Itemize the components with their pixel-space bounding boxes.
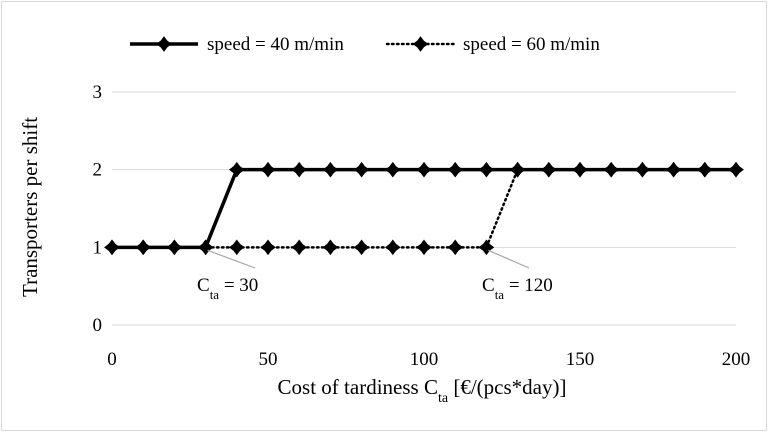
series-1-point-150-core: [575, 165, 585, 175]
series-2-point-70-core: [325, 242, 335, 252]
series-2-point-100-core: [419, 242, 429, 252]
series-1-point-40-core: [232, 165, 242, 175]
series-1-point-70-core: [325, 165, 335, 175]
annotation-label-1: Cta = 30: [197, 275, 258, 302]
series-2-point-120-core: [481, 242, 491, 252]
series-1: [104, 161, 744, 256]
legend-label-2: speed = 60 m/min: [463, 34, 600, 55]
annotations: Cta = 30 Cta = 120: [197, 249, 553, 302]
x-tick-label-200: 200: [722, 349, 751, 370]
series-2-point-50-core: [263, 242, 273, 252]
series-1-point-60-core: [294, 165, 304, 175]
x-axis-title: Cost of tardiness Cta [€/(pcs*day)]: [278, 375, 567, 406]
x-tick-label-100: 100: [410, 349, 439, 370]
series-1-point-170-core: [637, 165, 647, 175]
legend-marker-2-core: [416, 39, 425, 49]
series-group: [104, 161, 744, 256]
legend-label-1: speed = 40 m/min: [207, 34, 344, 55]
series-1-point-50-core: [263, 165, 273, 175]
series-1-point-10-core: [138, 242, 148, 252]
series-2-point-80-core: [357, 242, 367, 252]
series-1-point-100-core: [419, 165, 429, 175]
series-1-point-120-core: [481, 165, 491, 175]
series-1-point-180-core: [669, 165, 679, 175]
y-tick-label-2: 2: [93, 160, 103, 181]
x-tick-label-50: 50: [259, 349, 278, 370]
series-1-point-200-core: [731, 165, 741, 175]
series-2-point-110-core: [450, 242, 460, 252]
y-tick-label-1: 1: [93, 237, 103, 258]
series-line-2: [110, 168, 738, 249]
series-1-point-130-core: [513, 165, 523, 175]
legend-marker-1-core: [159, 39, 169, 49]
annotation-leader-1: [207, 249, 256, 269]
series-1-point-30-core: [201, 242, 211, 252]
series-1-point-90-core: [388, 165, 398, 175]
series-1-point-190-core: [700, 165, 710, 175]
series-1-point-0-core: [107, 242, 117, 252]
series-1-point-20-core: [169, 242, 179, 252]
annotation-label-2: Cta = 120: [482, 275, 553, 302]
series-2-point-60-core: [294, 242, 304, 252]
annotation-leader-2: [488, 249, 530, 269]
series-2-point-40-core: [232, 242, 242, 252]
x-tick-label-0: 0: [107, 349, 117, 370]
series-1-point-140-core: [544, 165, 554, 175]
y-tick-label-0: 0: [93, 315, 103, 336]
series-1-point-80-core: [357, 165, 367, 175]
series-2-point-90-core: [388, 242, 398, 252]
series-line-1: [112, 167, 736, 250]
y-axis-title: Transporters per shift: [18, 117, 42, 297]
y-tick-label-3: 3: [93, 82, 103, 103]
series-1-point-110-core: [450, 165, 460, 175]
x-tick-label-150: 150: [566, 349, 595, 370]
legend: speed = 40 m/min speed = 60 m/min: [130, 34, 600, 55]
series-1-point-160-core: [606, 165, 616, 175]
axes: 0 1 2 3 0 50 100 150 200: [93, 82, 751, 370]
legend-item-2: speed = 60 m/min: [385, 34, 600, 55]
legend-item-1: speed = 40 m/min: [130, 34, 344, 55]
line-chart: 0 1 2 3 0 50 100 150 200 Cta = 30 Cta = 120 speed…: [18, 34, 751, 406]
